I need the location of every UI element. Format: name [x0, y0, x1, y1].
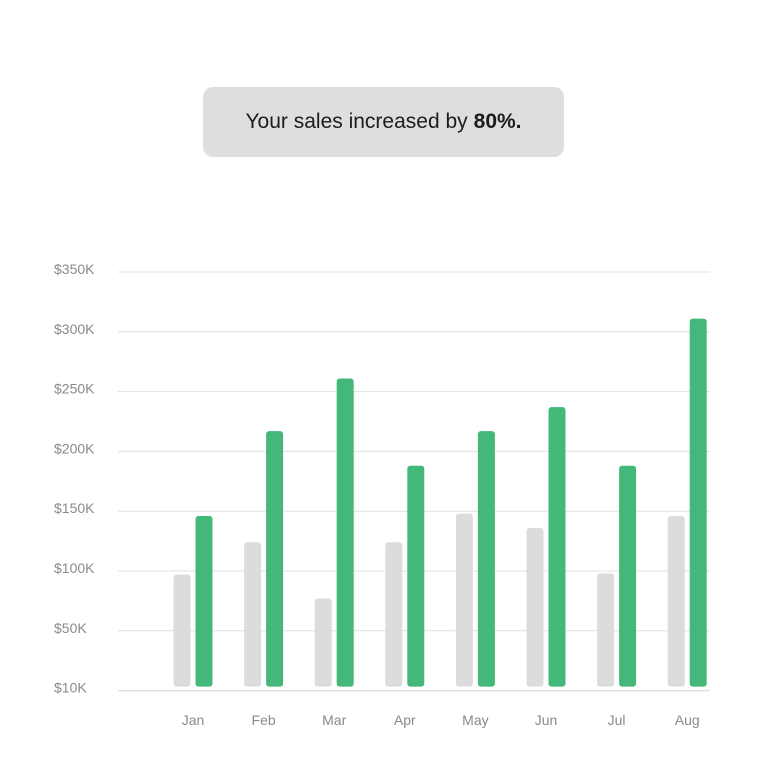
- bar-previous: [173, 574, 191, 687]
- y-tick-label: $50K: [54, 620, 87, 636]
- banner-percentage: 80%.: [473, 110, 522, 133]
- y-tick-label: $300K: [54, 321, 95, 337]
- y-tick-label: $150K: [54, 500, 95, 516]
- y-tick-label: $350K: [54, 261, 95, 277]
- bar-current: [407, 465, 425, 687]
- bar-current: [689, 318, 707, 687]
- bar-previous: [314, 598, 332, 687]
- bars: [173, 318, 707, 687]
- x-tick-label: Aug: [675, 712, 700, 728]
- bar-previous: [597, 573, 615, 687]
- bar-previous: [667, 515, 685, 687]
- y-axis-ticks: $350K $300K $250K $200K $150K $100K $50K $10K: [54, 261, 95, 696]
- x-tick-label: Jul: [608, 712, 626, 728]
- y-tick-label: $100K: [54, 560, 95, 576]
- y-tick-label: $250K: [54, 381, 95, 397]
- x-axis-ticks: Jan Feb Mar Apr May Jun Jul Aug: [182, 712, 700, 728]
- y-tick-label: $10K: [54, 680, 87, 696]
- bar-current: [548, 407, 566, 687]
- bar-current: [336, 378, 354, 687]
- x-tick-label: Apr: [394, 712, 416, 728]
- y-tick-label: $200K: [54, 440, 95, 456]
- bar-current: [195, 515, 213, 687]
- x-tick-label: May: [462, 712, 488, 728]
- bar-previous: [244, 542, 262, 687]
- bar-previous: [455, 513, 473, 687]
- x-tick-label: Jan: [182, 712, 205, 728]
- x-tick-label: Feb: [252, 712, 276, 728]
- bar-current: [477, 431, 495, 687]
- banner-text: Your sales increased by: [245, 110, 468, 133]
- x-tick-label: Jun: [535, 712, 558, 728]
- sales-increase-banner: Your sales increased by 80%.: [203, 87, 564, 157]
- bar-previous: [385, 542, 403, 687]
- x-tick-label: Mar: [322, 712, 346, 728]
- bar-current: [619, 465, 637, 687]
- bar-previous: [526, 527, 544, 687]
- bar-current: [266, 431, 284, 687]
